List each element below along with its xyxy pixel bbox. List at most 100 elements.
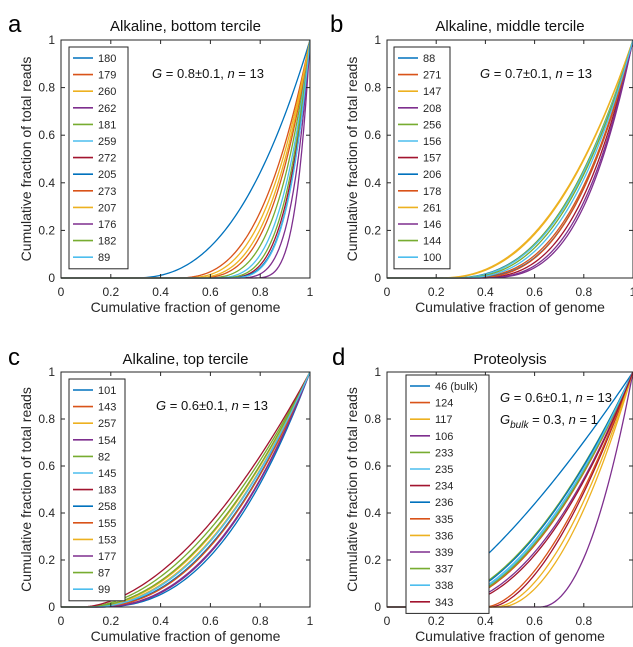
g-statistic-annotation: G = 0.8±0.1, n = 13 — [152, 66, 264, 81]
y-tick-label: 0.2 — [364, 223, 381, 237]
chart-panel-a: a Alkaline, bottom tercile 0 0.2 0.4 0.6 0.8 1 0… — [8, 11, 314, 315]
y-tick-label: 0.8 — [364, 81, 381, 95]
x-tick-label: 0.2 — [102, 285, 119, 299]
chart-title: Alkaline, bottom tercile — [110, 18, 261, 35]
panel-letter: c — [8, 344, 20, 371]
legend-label: 271 — [423, 70, 441, 82]
y-axis-label: Cumulative fraction of total reads — [18, 57, 34, 262]
y-tick-label: 0 — [48, 271, 55, 285]
legend-label: 87 — [98, 568, 110, 580]
x-tick-label: 0.6 — [202, 285, 219, 299]
legend-label: 46 (bulk) — [435, 381, 478, 393]
panel-letter: d — [332, 344, 345, 371]
legend-label: 208 — [423, 103, 441, 115]
x-tick-label: 0.6 — [202, 614, 219, 628]
legend-label: 337 — [435, 564, 453, 576]
legend: 101 143 257 154 82 145 183 258 155 153 177 87 99 — [68, 378, 126, 602]
legend-label: 183 — [98, 485, 116, 497]
x-tick-label: 1 — [307, 285, 314, 299]
legend-label: 336 — [435, 530, 453, 542]
series-line-183 — [61, 371, 310, 608]
legend-label: 82 — [98, 451, 110, 463]
y-axis-label: Cumulative fraction of total reads — [344, 57, 360, 262]
legend-label: 339 — [435, 547, 453, 559]
x-tick-label: 0.8 — [575, 614, 592, 628]
legend-label: 262 — [98, 103, 116, 115]
legend-label: 259 — [98, 136, 116, 148]
legend-label: 235 — [435, 464, 453, 476]
x-tick-label: 0 — [384, 614, 391, 628]
legend-label: 335 — [435, 514, 453, 526]
legend-label: 273 — [98, 186, 116, 198]
y-tick-label: 0.6 — [364, 459, 381, 473]
plot-frame — [386, 371, 633, 608]
series-line-82 — [61, 371, 310, 608]
y-tick-label: 1 — [374, 33, 381, 47]
legend-label: 272 — [98, 153, 116, 165]
legend-label: 343 — [435, 597, 453, 609]
legend-label: 154 — [98, 435, 116, 447]
legend-label: 145 — [98, 468, 116, 480]
chart-panel-b: b Alkaline, middle tercile00.20.40.60.810… — [330, 11, 633, 315]
legend-label: 117 — [435, 414, 453, 426]
x-tick-label: 0.2 — [428, 285, 445, 299]
plot-frame — [386, 39, 633, 279]
legend-label: 147 — [423, 86, 441, 98]
y-tick-label: 1 — [48, 33, 55, 47]
y-tick-label: 1 — [374, 365, 381, 379]
y-axis-label: Cumulative fraction of total reads — [18, 387, 34, 592]
legend-label: 256 — [423, 119, 441, 131]
y-tick-label: 0.4 — [38, 506, 55, 520]
legend: 46 (bulk) 124 117 106 233 235 234 236 335 336 339 3… — [405, 374, 490, 614]
chart-panel-c: c Alkaline, top tercile 0 0.2 0.4 0.6 0.8 1 0 0.2… — [8, 344, 314, 644]
legend-label: 177 — [98, 551, 116, 563]
legend-label: 155 — [98, 518, 116, 530]
legend-label: 157 — [423, 153, 441, 165]
legend-label: 89 — [98, 252, 110, 264]
g-statistic-annotation: G = 0.6±0.1, n = 13 — [156, 398, 268, 413]
legend-label: 180 — [98, 53, 116, 65]
panel-letter: a — [8, 11, 22, 38]
legend-label: 101 — [98, 385, 116, 397]
y-tick-label: 0 — [374, 271, 381, 285]
x-tick-label: 1 — [630, 285, 633, 299]
y-tick-label: 0.6 — [38, 459, 55, 473]
legend-label: 205 — [98, 169, 116, 181]
legend-label: 206 — [423, 169, 441, 181]
x-tick-label: 0.4 — [477, 614, 494, 628]
legend-label: 338 — [435, 580, 453, 592]
y-tick-label: 0.4 — [364, 176, 381, 190]
y-tick-label: 0.6 — [38, 128, 55, 142]
x-axis-label: Cumulative fraction of genome — [91, 628, 281, 644]
y-tick-label: 0.2 — [364, 553, 381, 567]
x-tick-label: 0.2 — [428, 614, 445, 628]
legend-label: 258 — [98, 501, 116, 513]
legend-label: 261 — [423, 202, 441, 214]
y-tick-label: 0.4 — [364, 506, 381, 520]
y-tick-label: 0.8 — [38, 412, 55, 426]
legend-label: 144 — [423, 236, 441, 248]
legend-label: 236 — [435, 497, 453, 509]
legend-label: 234 — [435, 481, 453, 493]
y-tick-label: 0.2 — [38, 553, 55, 567]
g-statistic-annotation: G = 0.7±0.1, n = 13 — [480, 66, 592, 81]
legend-label: 182 — [98, 236, 116, 248]
x-tick-label: 0.8 — [252, 614, 269, 628]
g-bulk-annotation: Gbulk = 0.3, n = 1 — [500, 412, 598, 431]
legend-label: 260 — [98, 86, 116, 98]
chart-title: Proteolysis — [473, 351, 546, 368]
legend-label: 99 — [98, 584, 110, 596]
x-tick-label: 0.8 — [575, 285, 592, 299]
y-tick-label: 0.8 — [364, 412, 381, 426]
legend-label: 233 — [435, 447, 453, 459]
y-axis-label: Cumulative fraction of total reads — [344, 387, 360, 592]
legend-label: 106 — [435, 431, 453, 443]
x-tick-label: 0.4 — [152, 285, 169, 299]
y-tick-label: 0.4 — [38, 176, 55, 190]
legend-label: 257 — [98, 418, 116, 430]
x-tick-label: 0.4 — [477, 285, 494, 299]
y-tick-label: 0.2 — [38, 223, 55, 237]
x-tick-label: 0.6 — [526, 614, 543, 628]
legend-label: 143 — [98, 402, 116, 414]
